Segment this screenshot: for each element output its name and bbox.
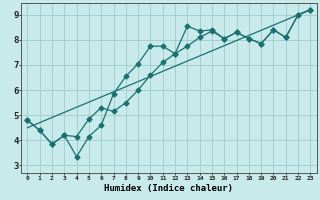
X-axis label: Humidex (Indice chaleur): Humidex (Indice chaleur) (104, 184, 233, 193)
